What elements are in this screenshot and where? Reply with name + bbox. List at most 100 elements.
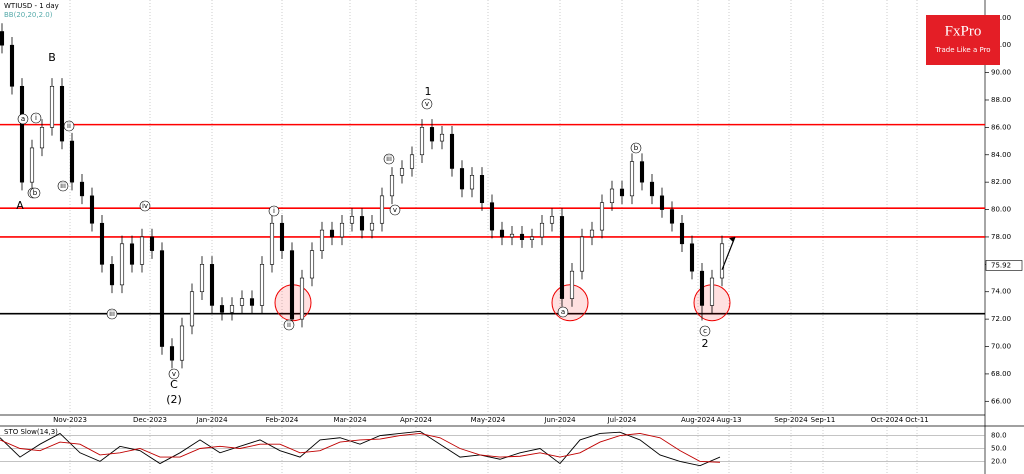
arrow-head (729, 236, 735, 242)
candle-body (549, 216, 555, 224)
candle-body (199, 264, 205, 293)
candle-body (459, 168, 465, 190)
y-tick-label: 50.0 (991, 445, 1007, 453)
candle-body (229, 305, 235, 313)
candle-body (309, 250, 315, 279)
candle-body (479, 175, 485, 204)
candle-body (249, 298, 255, 306)
candle-body (89, 195, 95, 224)
candle-body (589, 229, 595, 238)
wave-marker (283, 319, 295, 331)
candle-body (629, 161, 635, 197)
candle-body (619, 188, 625, 197)
y-tick-label: 90.00 (991, 69, 1011, 77)
wave-label: iii (109, 310, 115, 318)
candle-body (169, 346, 175, 361)
y-tick-label: 86.00 (991, 123, 1011, 131)
candle-body (609, 188, 615, 204)
y-tick-label: 78.00 (991, 233, 1011, 241)
candle-body (29, 147, 35, 183)
wave-label: ii (67, 122, 71, 130)
y-tick-label: 66.00 (991, 397, 1011, 405)
candle-body (439, 133, 445, 142)
wave-label: A (16, 199, 24, 212)
price-tag (985, 260, 1023, 271)
x-tick-label: Feb-2024 (266, 416, 299, 424)
x-tick-label: Sep-11 (811, 416, 836, 424)
candle-body (69, 140, 75, 183)
wave-marker (421, 98, 433, 110)
candle-body (719, 243, 725, 279)
y-tick-label: 20.0 (991, 457, 1007, 465)
wave-marker (29, 187, 41, 199)
candle-body (239, 298, 245, 306)
candle-body (569, 270, 575, 299)
stoch-line (0, 432, 721, 463)
wave-label: b (33, 189, 38, 197)
wave-label: ii (287, 321, 291, 329)
wave-label: 1 (425, 85, 432, 98)
candle-body (119, 243, 125, 286)
y-tick-label: 82.00 (991, 178, 1011, 186)
wave-label: c (703, 327, 707, 335)
x-tick-label: Jan-2024 (195, 416, 228, 424)
wave-marker (383, 153, 395, 165)
candle-body (49, 85, 55, 128)
wave-label: a (21, 115, 25, 123)
candle-body (369, 222, 375, 231)
x-tick-label: Aug-13 (716, 416, 741, 424)
wave-marker (63, 120, 75, 132)
y-tick-label: 74.00 (991, 288, 1011, 296)
wave-marker (30, 112, 42, 124)
y-tick-label: 68.00 (991, 370, 1011, 378)
candle-body (179, 325, 185, 361)
candle-body (699, 270, 705, 306)
wave-marker (57, 180, 69, 192)
indicator-label: BB(20,20,2.0) (4, 11, 53, 19)
x-tick-label: Apr-2024 (400, 416, 433, 424)
candle-body (299, 277, 305, 320)
candle-body (519, 233, 525, 240)
x-tick-label: Oct-2024 (871, 416, 904, 424)
y-tick-label: 80.00 (991, 206, 1011, 214)
x-tick-label: Aug-2024 (681, 416, 716, 424)
wave-label: v (425, 100, 429, 108)
candle-body (659, 195, 665, 210)
candle-body (499, 229, 505, 238)
candle-body (679, 222, 685, 245)
candle-body (159, 250, 165, 347)
x-tick-label: Nov-2023 (53, 416, 87, 424)
candle-body (539, 222, 545, 238)
candle-body (529, 236, 535, 240)
wave-marker (268, 205, 280, 217)
y-tick-label: 94.00 (991, 14, 1011, 22)
y-tick-label: 72.00 (991, 315, 1011, 323)
wave-label: b (634, 144, 639, 152)
x-tick-label: Jun-2024 (543, 416, 576, 424)
logo-box (926, 15, 1000, 65)
candle-body (509, 233, 515, 238)
candle-body (419, 127, 425, 156)
candle-body (449, 133, 455, 169)
candle-body (379, 195, 385, 224)
candle-body (59, 85, 65, 142)
wave-marker (389, 204, 401, 216)
wave-label: iv (142, 202, 148, 210)
y-tick-label: 92.00 (991, 41, 1011, 49)
wave-label: iii (60, 182, 66, 190)
logo-slogan: Trade Like a Pro (934, 46, 990, 54)
candle-body (99, 222, 105, 265)
candle-body (689, 243, 695, 272)
candle-body (669, 209, 675, 224)
candle-body (209, 264, 215, 306)
wave-label: B (48, 51, 56, 64)
wave-marker (557, 306, 569, 318)
stoch-title: STO Slow(14,3) (4, 428, 58, 436)
candle-body (79, 181, 85, 197)
wave-marker (17, 113, 29, 125)
candle-body (129, 243, 135, 265)
x-tick-label: Sep-2024 (774, 416, 808, 424)
candle-body (559, 216, 565, 299)
candle-body (339, 222, 345, 238)
candle-body (39, 127, 45, 149)
